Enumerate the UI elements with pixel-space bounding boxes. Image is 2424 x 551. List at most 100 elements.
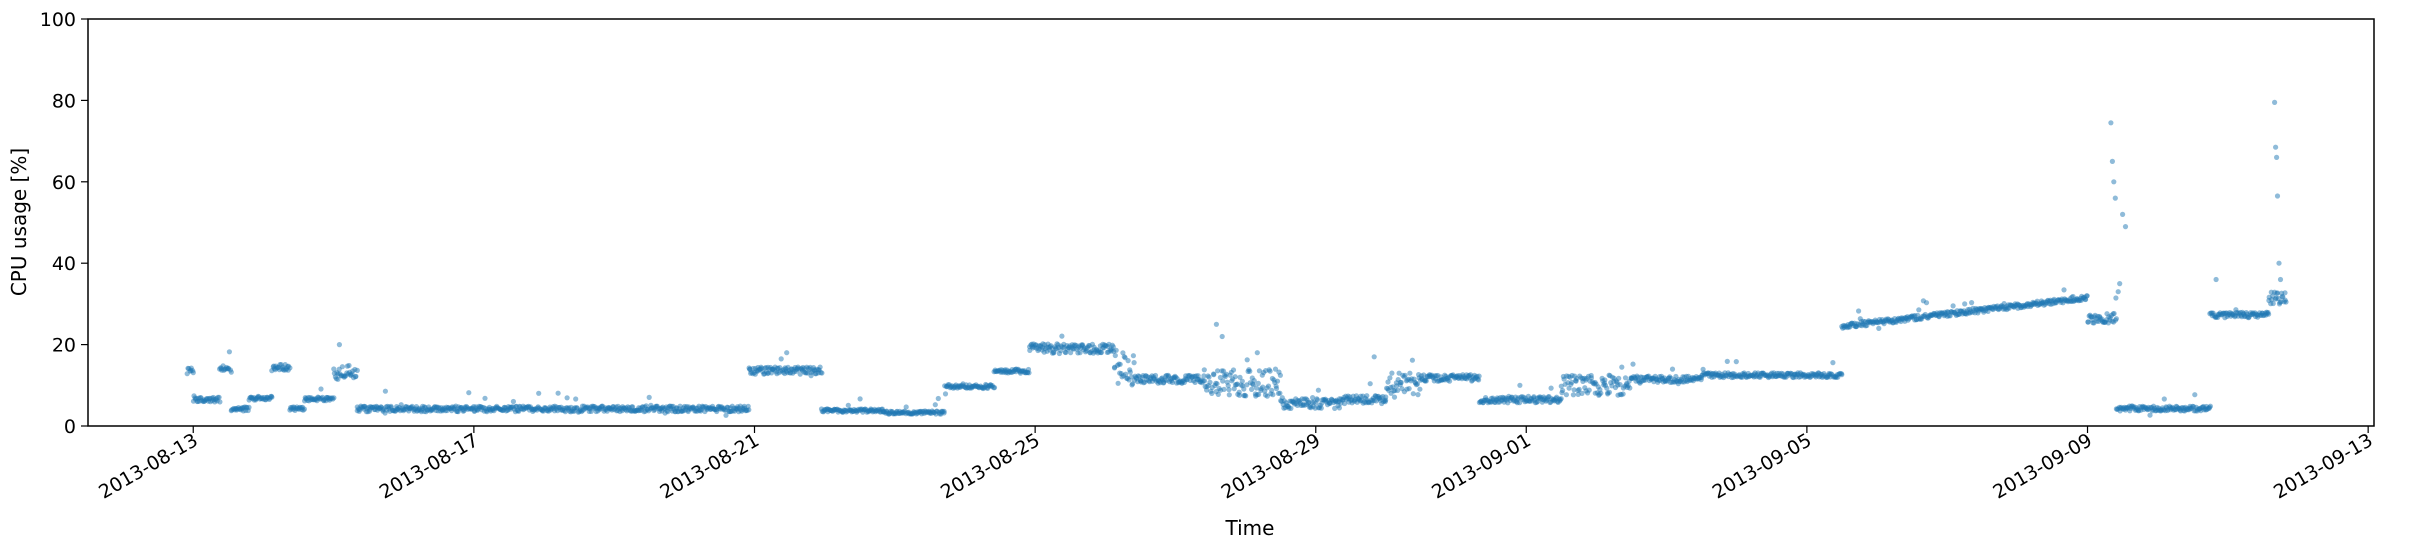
outlier-point xyxy=(2120,211,2126,217)
data-point xyxy=(1876,325,1882,331)
data-point xyxy=(1398,379,1404,386)
outlier-point xyxy=(2277,276,2284,283)
data-point xyxy=(354,367,360,373)
outlier-point xyxy=(2273,144,2279,150)
data-point xyxy=(555,390,561,396)
data-point xyxy=(1950,303,1956,309)
data-point xyxy=(331,366,337,372)
data-point xyxy=(1367,381,1373,387)
data-point xyxy=(1566,385,1572,391)
data-point xyxy=(1383,394,1389,400)
outlier-point xyxy=(1371,354,1377,360)
data-point xyxy=(1214,381,1220,387)
data-point xyxy=(845,402,851,408)
data-point xyxy=(1385,379,1391,385)
outlier-point xyxy=(2111,179,2117,185)
data-point xyxy=(1123,371,1129,377)
data-point xyxy=(1402,372,1408,378)
data-point xyxy=(1733,359,1739,365)
data-point xyxy=(932,402,938,408)
x-tick-label: 2013-09-01 xyxy=(1428,429,1535,503)
data-point xyxy=(1112,352,1118,359)
data-point xyxy=(1237,374,1243,380)
data-point xyxy=(1120,350,1126,356)
data-point xyxy=(1273,385,1280,392)
y-axis-title: CPU usage [%] xyxy=(7,148,31,296)
data-point xyxy=(269,394,275,400)
data-point xyxy=(1447,378,1453,384)
data-point xyxy=(1215,368,1221,374)
data-point xyxy=(1839,372,1845,378)
data-point xyxy=(1269,387,1275,393)
data-point xyxy=(1272,366,1279,372)
outlier-point xyxy=(2112,195,2118,201)
data-point xyxy=(217,399,223,405)
outlier-point xyxy=(2213,276,2219,283)
data-point xyxy=(903,404,909,410)
data-point xyxy=(1265,383,1272,389)
outlier-point xyxy=(2274,193,2281,199)
data-point xyxy=(1220,378,1226,384)
outlier-point xyxy=(2272,99,2278,105)
data-point xyxy=(1391,394,1398,400)
data-point xyxy=(2282,290,2288,296)
data-point xyxy=(1244,357,1250,363)
data-point xyxy=(1051,350,1057,356)
data-point xyxy=(564,395,570,401)
data-point xyxy=(1256,391,1262,398)
outlier-point xyxy=(1254,350,1260,356)
data-point xyxy=(1476,373,1482,379)
outlier-point xyxy=(336,342,342,348)
data-point xyxy=(1563,392,1569,398)
data-point xyxy=(466,390,472,396)
data-point xyxy=(1249,386,1255,392)
data-point xyxy=(1130,353,1136,359)
x-tick-label: 2013-08-21 xyxy=(656,429,763,503)
data-point xyxy=(1277,372,1283,378)
data-point xyxy=(1570,392,1576,398)
data-point xyxy=(1253,385,1260,391)
data-point xyxy=(1059,333,1065,339)
data-point xyxy=(510,398,516,405)
data-point xyxy=(723,412,729,418)
data-point xyxy=(1342,400,1348,407)
data-point xyxy=(991,385,998,391)
data-point xyxy=(1270,392,1276,398)
data-point xyxy=(1251,378,1257,384)
data-point xyxy=(1225,383,1231,389)
data-point xyxy=(1830,360,1836,366)
data-point xyxy=(1310,395,1316,401)
data-point xyxy=(339,364,345,370)
data-point xyxy=(1110,344,1116,350)
x-tick-label: 2013-09-05 xyxy=(1709,429,1816,503)
data-point xyxy=(1548,385,1554,391)
data-point xyxy=(1336,405,1342,411)
data-point xyxy=(246,404,252,410)
data-point xyxy=(1586,387,1592,393)
data-point xyxy=(335,376,341,382)
data-point xyxy=(1856,308,1862,314)
outlier-point xyxy=(1219,333,1225,340)
data-point xyxy=(1113,347,1119,353)
data-point xyxy=(1098,349,1104,356)
data-point xyxy=(1221,386,1227,392)
data-point xyxy=(1579,390,1585,396)
data-point xyxy=(1117,361,1123,367)
data-point xyxy=(746,407,752,413)
data-point xyxy=(1115,380,1121,386)
outlier-point xyxy=(2117,281,2123,287)
data-point xyxy=(1389,370,1395,376)
data-point xyxy=(2113,316,2119,322)
data-point xyxy=(1617,382,1623,388)
outlier-point xyxy=(2109,158,2115,164)
data-point xyxy=(1226,387,1232,393)
data-point xyxy=(346,362,352,369)
data-point xyxy=(353,373,359,379)
data-point xyxy=(1226,392,1232,398)
data-point xyxy=(1576,386,1582,392)
data-point xyxy=(1395,387,1401,393)
data-point xyxy=(1406,386,1412,392)
data-point xyxy=(1571,387,1577,393)
data-point xyxy=(190,370,196,376)
data-point xyxy=(2207,403,2213,409)
